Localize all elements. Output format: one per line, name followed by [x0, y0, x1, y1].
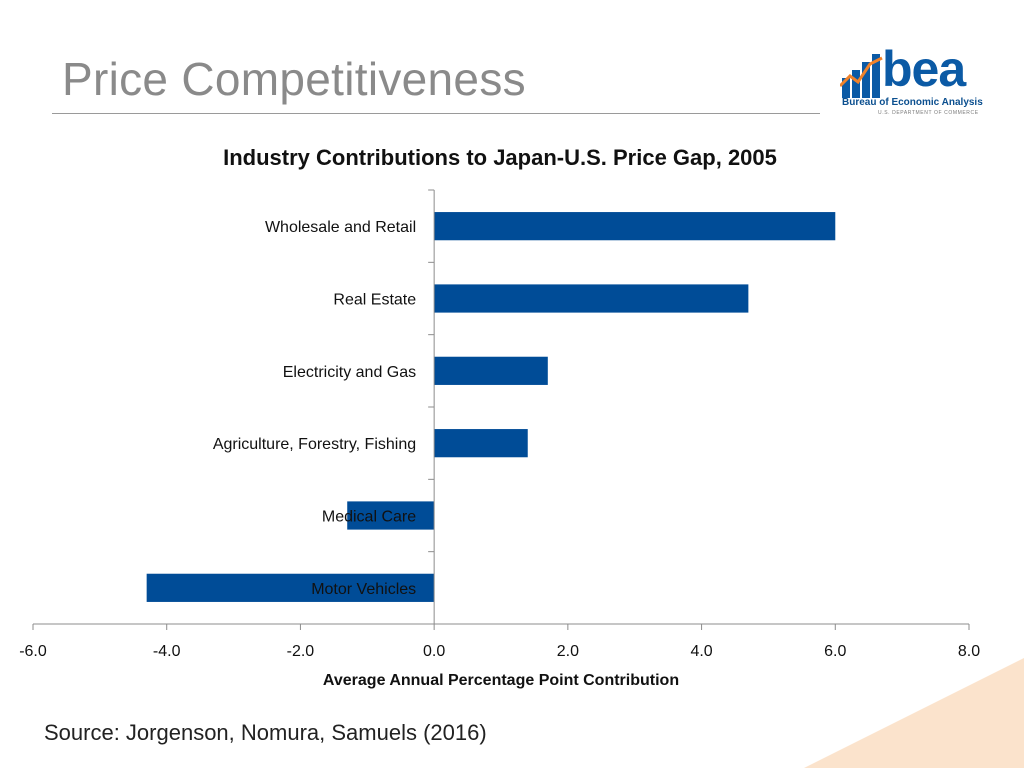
x-tick-label: 0.0	[423, 643, 445, 660]
x-tick-label: -2.0	[287, 643, 315, 660]
bar	[146, 573, 435, 602]
x-tick-label: -4.0	[153, 643, 181, 660]
logo-department: U.S. DEPARTMENT OF COMMERCE	[878, 110, 979, 116]
category-label: Agriculture, Forestry, Fishing	[213, 436, 416, 453]
bea-logo: bea Bureau of Economic Analysis U.S. DEP…	[838, 41, 984, 120]
x-tick-label: -6.0	[19, 643, 47, 660]
chart-title: Industry Contributions to Japan-U.S. Pri…	[223, 145, 777, 170]
x-tick-label: 6.0	[824, 643, 846, 660]
plot-area: Wholesale and Retail Real Estate Electrici…	[19, 189, 980, 660]
bar	[347, 501, 435, 530]
slide-title: Price Competitiveness	[62, 53, 526, 105]
bar	[434, 212, 836, 241]
title-divider	[52, 113, 820, 114]
bar	[434, 429, 528, 458]
category-label: Medical Care	[322, 509, 416, 526]
category-label: Electricity and Gas	[283, 364, 416, 381]
corner-decoration	[804, 658, 1024, 768]
x-tick-label: 4.0	[690, 643, 712, 660]
logo-wordmark: bea	[882, 41, 966, 97]
x-tick-label: 2.0	[557, 643, 579, 660]
bar	[434, 356, 548, 385]
source-citation: Source: Jorgenson, Nomura, Samuels (2016…	[44, 720, 487, 745]
category-label: Wholesale and Retail	[265, 219, 416, 236]
x-axis-label: Average Annual Percentage Point Contribu…	[323, 672, 679, 689]
logo-subtitle: Bureau of Economic Analysis	[842, 97, 983, 108]
bar	[434, 284, 749, 313]
category-label: Motor Vehicles	[311, 581, 416, 598]
bea-logo-icon	[840, 54, 883, 98]
x-tick-label: 8.0	[958, 643, 980, 660]
category-label: Real Estate	[333, 292, 416, 309]
